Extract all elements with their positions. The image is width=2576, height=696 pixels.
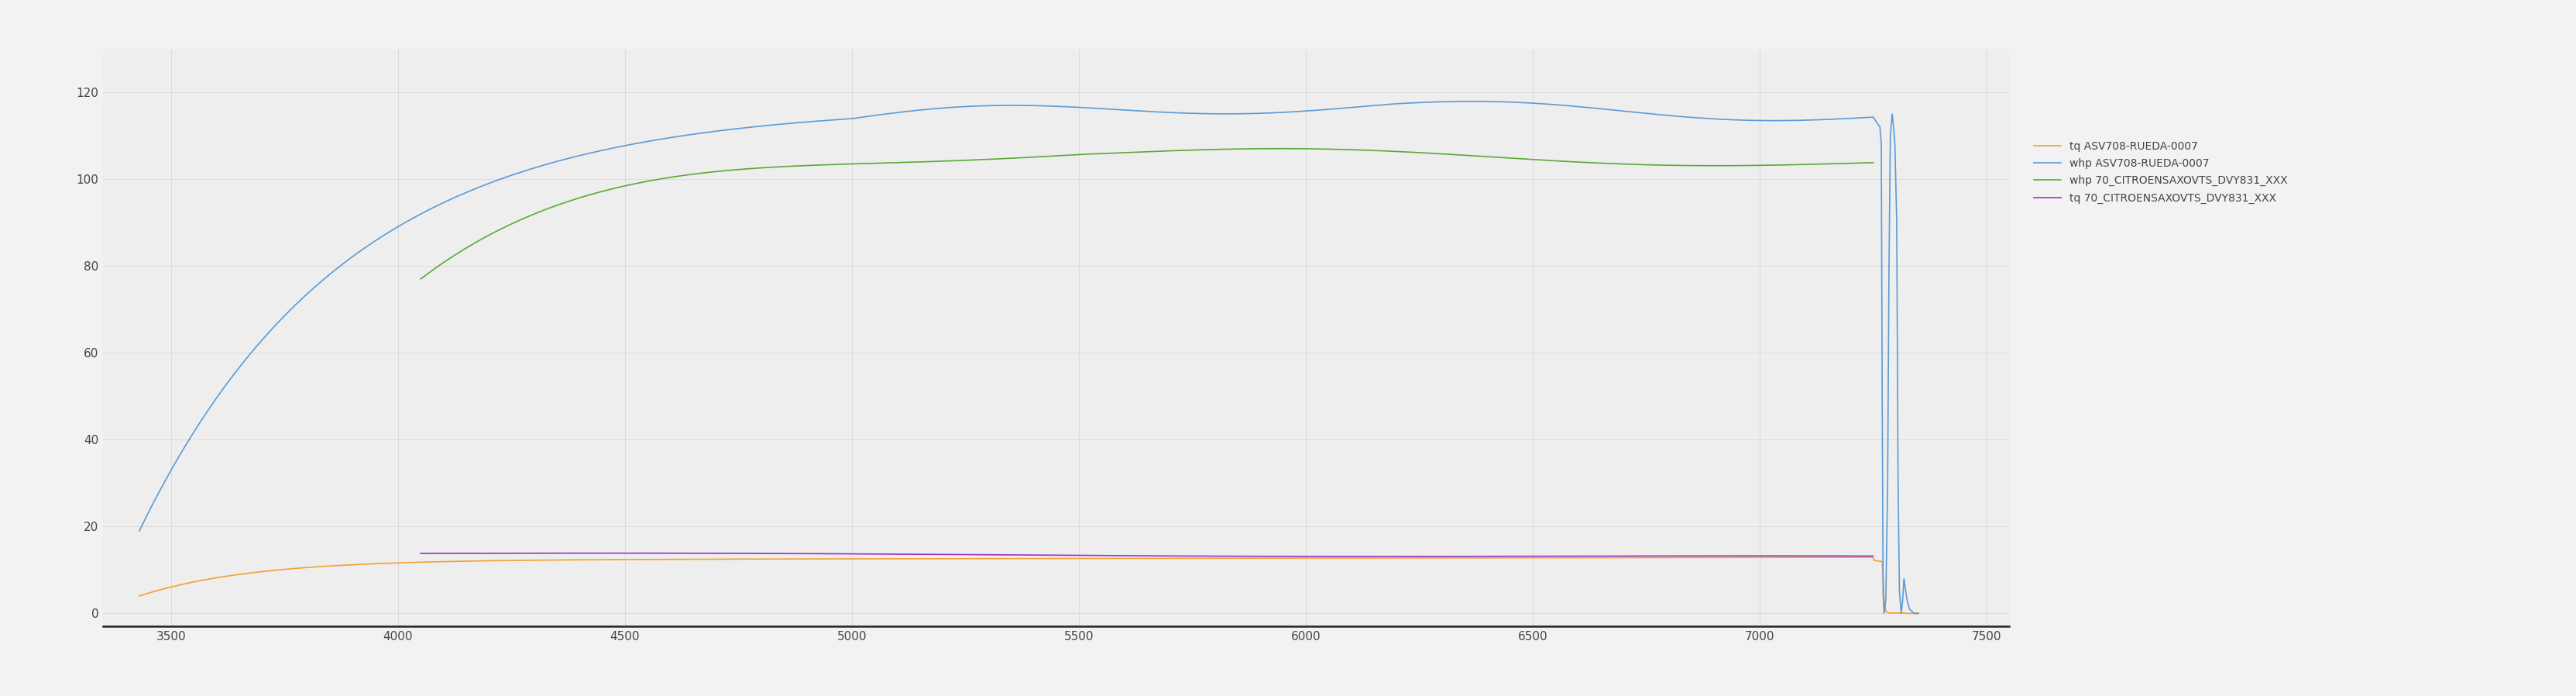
whp ASV708-RUEDA-0007 <box>1891 596 1922 605</box>
Line: tq 70_CITROENSAXOVTS_DVY831_XXX: tq 70_CITROENSAXOVTS_DVY831_XXX <box>420 553 1873 557</box>
tq 70_CITROENSAXOVTS_DVY831_XXX <box>1857 552 1888 560</box>
tq 70_CITROENSAXOVTS_DVY831_XXX <box>781 549 811 557</box>
tq 70_CITROENSAXOVTS_DVY831_XXX <box>404 549 435 557</box>
Line: tq ASV708-RUEDA-0007: tq ASV708-RUEDA-0007 <box>139 557 1919 613</box>
whp 70_CITROENSAXOVTS_DVY831_XXX <box>778 162 809 171</box>
whp 70_CITROENSAXOVTS_DVY831_XXX <box>1378 147 1409 155</box>
tq ASV708-RUEDA-0007 <box>1891 609 1922 617</box>
tq 70_CITROENSAXOVTS_DVY831_XXX <box>665 549 696 557</box>
whp ASV708-RUEDA-0007 <box>1868 609 1899 617</box>
Line: whp ASV708-RUEDA-0007: whp ASV708-RUEDA-0007 <box>139 102 1919 613</box>
whp ASV708-RUEDA-0007 <box>124 527 155 535</box>
whp 70_CITROENSAXOVTS_DVY831_XXX <box>662 172 693 180</box>
tq 70_CITROENSAXOVTS_DVY831_XXX <box>1265 552 1296 560</box>
whp ASV708-RUEDA-0007 <box>1455 97 1486 106</box>
tq 70_CITROENSAXOVTS_DVY831_XXX <box>1504 552 1535 560</box>
tq ASV708-RUEDA-0007 <box>1394 554 1425 562</box>
Line: whp 70_CITROENSAXOVTS_DVY831_XXX: whp 70_CITROENSAXOVTS_DVY831_XXX <box>420 149 1873 279</box>
whp ASV708-RUEDA-0007 <box>1394 99 1425 107</box>
whp 70_CITROENSAXOVTS_DVY831_XXX <box>404 275 435 283</box>
tq ASV708-RUEDA-0007 <box>1762 553 1793 562</box>
whp 70_CITROENSAXOVTS_DVY831_XXX <box>1061 150 1092 159</box>
whp ASV708-RUEDA-0007 <box>778 119 809 127</box>
tq 70_CITROENSAXOVTS_DVY831_XXX <box>1355 553 1386 561</box>
tq ASV708-RUEDA-0007 <box>1553 553 1584 562</box>
tq ASV708-RUEDA-0007 <box>1891 609 1922 617</box>
Legend: tq ASV708-RUEDA-0007, whp ASV708-RUEDA-0007, whp 70_CITROENSAXOVTS_DVY831_XXX, t: tq ASV708-RUEDA-0007, whp ASV708-RUEDA-0… <box>2032 141 2287 204</box>
tq ASV708-RUEDA-0007 <box>124 592 155 600</box>
tq ASV708-RUEDA-0007 <box>724 555 755 563</box>
tq 70_CITROENSAXOVTS_DVY831_XXX <box>595 549 626 557</box>
tq ASV708-RUEDA-0007 <box>778 555 809 563</box>
whp ASV708-RUEDA-0007 <box>1765 116 1795 125</box>
whp 70_CITROENSAXOVTS_DVY831_XXX <box>1265 145 1296 153</box>
tq 70_CITROENSAXOVTS_DVY831_XXX <box>1381 552 1412 560</box>
whp 70_CITROENSAXOVTS_DVY831_XXX <box>1857 159 1888 167</box>
tq ASV708-RUEDA-0007 <box>1904 609 1935 617</box>
tq 70_CITROENSAXOVTS_DVY831_XXX <box>1064 551 1095 560</box>
whp ASV708-RUEDA-0007 <box>724 124 755 132</box>
whp 70_CITROENSAXOVTS_DVY831_XXX <box>1502 155 1533 163</box>
whp ASV708-RUEDA-0007 <box>1904 609 1935 617</box>
whp 70_CITROENSAXOVTS_DVY831_XXX <box>1262 145 1293 153</box>
tq ASV708-RUEDA-0007 <box>1857 553 1888 562</box>
whp ASV708-RUEDA-0007 <box>1556 102 1587 110</box>
